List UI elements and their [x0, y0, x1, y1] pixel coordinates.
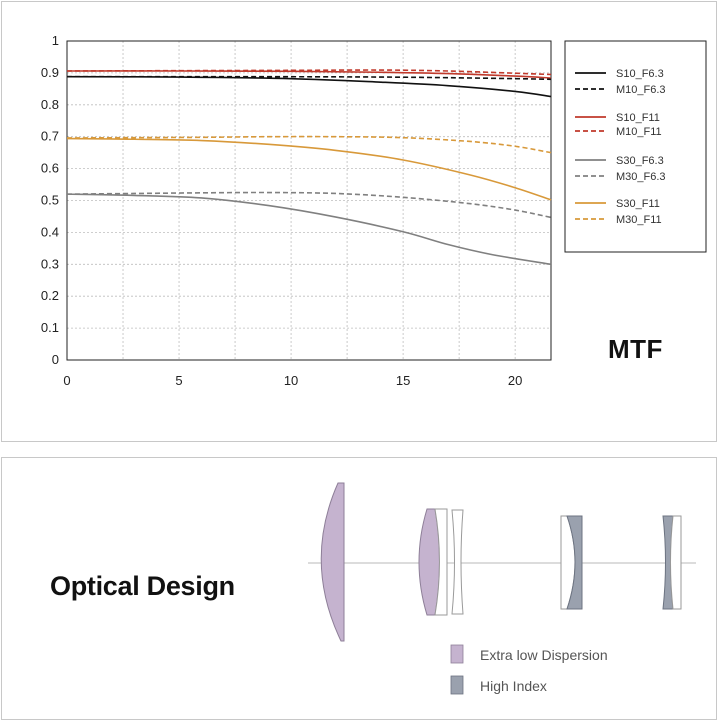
y-tick-label: 0.2	[41, 288, 59, 303]
lens-element-1	[320, 482, 345, 642]
y-tick-label: 0.8	[41, 97, 59, 112]
x-tick-label: 5	[175, 373, 182, 388]
legend-label: M30_F11	[616, 214, 662, 226]
y-tick-label: 0.3	[41, 256, 59, 271]
y-tick-label: 0.9	[41, 65, 59, 80]
plot-frame	[66, 40, 552, 361]
chart-title: MTF	[608, 334, 663, 364]
high-index-label: High Index	[480, 678, 547, 694]
y-tick-label: 0.5	[41, 193, 59, 208]
y-tick-label: 0	[52, 352, 59, 367]
legend-label: M10_F6.3	[616, 84, 666, 96]
x-tick-label: 20	[508, 373, 522, 388]
legend-label: S10_F6.3	[616, 68, 664, 80]
y-tick-label: 0.4	[41, 224, 59, 239]
legend-label: M30_F6.3	[616, 171, 666, 183]
series-line-m30-f6-3	[66, 191, 552, 219]
series-line-m30-f11	[66, 135, 552, 154]
ed-label: Extra low Dispersion	[480, 647, 608, 663]
legend-box	[564, 40, 707, 253]
legend-label: S30_F11	[616, 198, 660, 210]
lens-element-6	[566, 515, 583, 610]
lens-element-4	[451, 509, 464, 615]
lens-element-3	[434, 508, 448, 616]
y-tick-label: 0.1	[41, 320, 59, 335]
series-line-m10-f6-3	[67, 75, 552, 81]
y-tick-label: 0.7	[41, 129, 59, 144]
x-tick-label: 10	[284, 373, 298, 388]
series-line-s30-f6-3	[66, 193, 552, 266]
series-line-m10-f11	[66, 69, 552, 76]
mtf-chart: 00.10.20.30.40.50.60.70.80.910 5 10 15 20S10…	[41, 33, 707, 388]
high-index-swatch	[450, 675, 464, 695]
series-line-s30-f11	[66, 137, 552, 201]
legend-label: S30_F6.3	[616, 155, 664, 167]
y-tick-label: 1	[52, 33, 59, 48]
x-tick-label: 15	[396, 373, 410, 388]
ed-swatch	[450, 644, 464, 664]
y-tick-label: 0.6	[41, 161, 59, 176]
legend-label: S10_F11	[616, 112, 660, 124]
optical-design-title: Optical Design	[50, 571, 235, 601]
lens-element-2	[418, 508, 440, 616]
legend-label: M10_F11	[616, 126, 662, 138]
x-tick-label: 0	[63, 373, 70, 388]
optical-design-panel: Optical Design	[1, 457, 717, 720]
lens-element-8	[670, 515, 682, 610]
